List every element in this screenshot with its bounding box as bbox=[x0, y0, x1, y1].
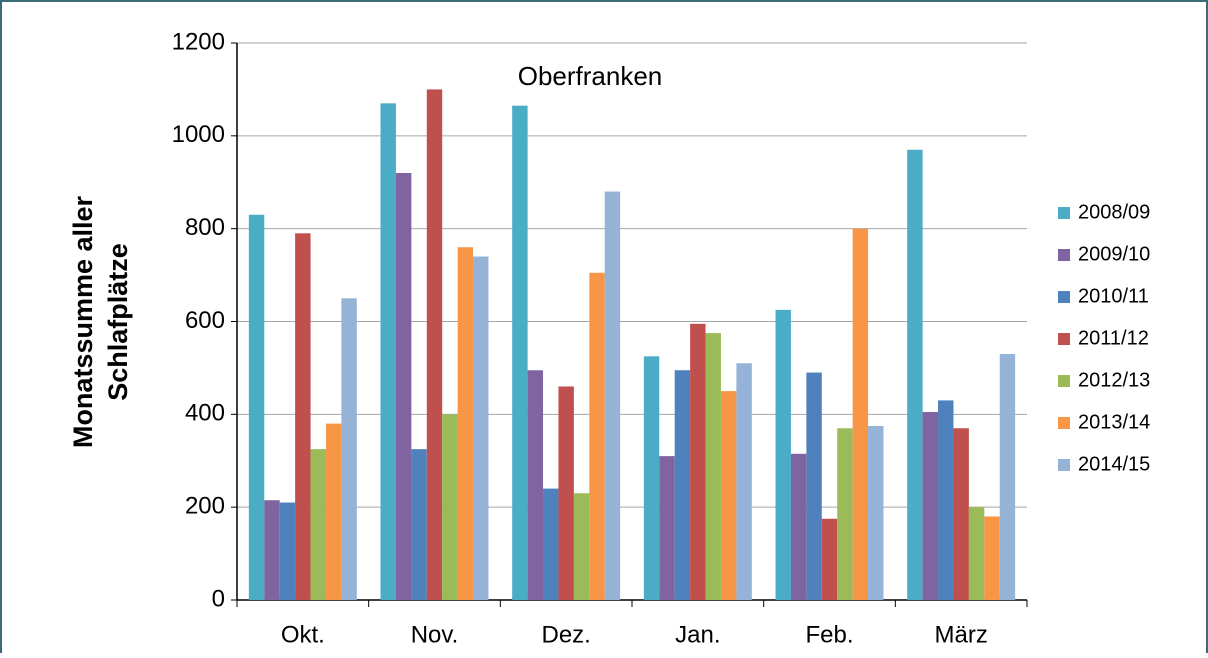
legend-label: 2013/14 bbox=[1078, 411, 1150, 433]
x-tick-label: Dez. bbox=[541, 621, 590, 648]
y-tick-label: 1200 bbox=[172, 28, 225, 55]
x-tick-label: Jan. bbox=[675, 621, 720, 648]
legend-swatch bbox=[1058, 375, 1070, 387]
legend-label: 2012/13 bbox=[1078, 369, 1150, 391]
bar bbox=[775, 309, 791, 600]
chart-title: Oberfranken bbox=[518, 61, 663, 91]
bar bbox=[527, 370, 544, 600]
x-tick-label: Feb. bbox=[805, 621, 853, 648]
bar bbox=[720, 391, 737, 600]
bar bbox=[705, 333, 721, 600]
y-tick-label: 800 bbox=[185, 214, 225, 241]
bar bbox=[589, 272, 605, 600]
bar bbox=[821, 518, 838, 600]
legend-label: 2009/10 bbox=[1078, 243, 1150, 265]
bar bbox=[411, 449, 427, 600]
bar bbox=[604, 191, 621, 601]
y-axis-label: Monatssumme aller bbox=[68, 195, 98, 448]
legend-swatch bbox=[1058, 459, 1070, 471]
bar bbox=[248, 214, 265, 600]
bar bbox=[341, 298, 357, 600]
bar bbox=[380, 103, 396, 600]
bar bbox=[968, 507, 985, 600]
bar bbox=[279, 502, 296, 600]
y-tick-label: 600 bbox=[185, 307, 225, 334]
bar bbox=[674, 370, 691, 600]
bar bbox=[573, 493, 590, 600]
bar bbox=[395, 172, 412, 600]
bar bbox=[643, 356, 660, 600]
y-tick-label: 0 bbox=[212, 585, 225, 612]
bar bbox=[984, 516, 1000, 600]
bar bbox=[852, 228, 869, 600]
bar bbox=[953, 428, 969, 600]
legend-swatch bbox=[1058, 207, 1070, 219]
bar bbox=[264, 500, 280, 600]
bar bbox=[325, 423, 342, 600]
bar bbox=[473, 256, 489, 600]
bar bbox=[512, 105, 528, 600]
bar bbox=[907, 149, 923, 600]
bar bbox=[558, 386, 574, 600]
bar bbox=[790, 453, 807, 600]
y-axis-label: Schlafplätze bbox=[103, 243, 133, 401]
y-tick-label: 400 bbox=[185, 400, 225, 427]
bar bbox=[426, 89, 443, 601]
bar bbox=[457, 247, 474, 600]
bar bbox=[868, 425, 884, 600]
bar bbox=[442, 414, 458, 600]
bar bbox=[310, 449, 326, 600]
bar bbox=[659, 456, 675, 600]
bar bbox=[690, 323, 706, 600]
bar bbox=[922, 412, 939, 600]
x-tick-label: Okt. bbox=[281, 621, 325, 648]
legend-swatch bbox=[1058, 417, 1070, 429]
legend-swatch bbox=[1058, 291, 1070, 303]
legend-label: 2014/15 bbox=[1078, 453, 1150, 475]
bar bbox=[736, 363, 752, 600]
legend-label: 2011/12 bbox=[1078, 327, 1149, 349]
bar bbox=[938, 400, 954, 600]
bar bbox=[295, 233, 311, 600]
x-tick-label: Nov. bbox=[411, 621, 459, 648]
y-tick-label: 1000 bbox=[172, 121, 225, 148]
y-tick-label: 200 bbox=[185, 493, 225, 520]
legend-swatch bbox=[1058, 249, 1070, 261]
bar bbox=[806, 372, 822, 600]
bar bbox=[543, 488, 559, 600]
legend-swatch bbox=[1058, 333, 1070, 345]
bar bbox=[999, 353, 1016, 600]
legend-label: 2010/11 bbox=[1078, 285, 1149, 307]
bar bbox=[837, 428, 853, 600]
legend-label: 2008/09 bbox=[1078, 201, 1150, 223]
x-tick-label: März bbox=[934, 621, 987, 648]
